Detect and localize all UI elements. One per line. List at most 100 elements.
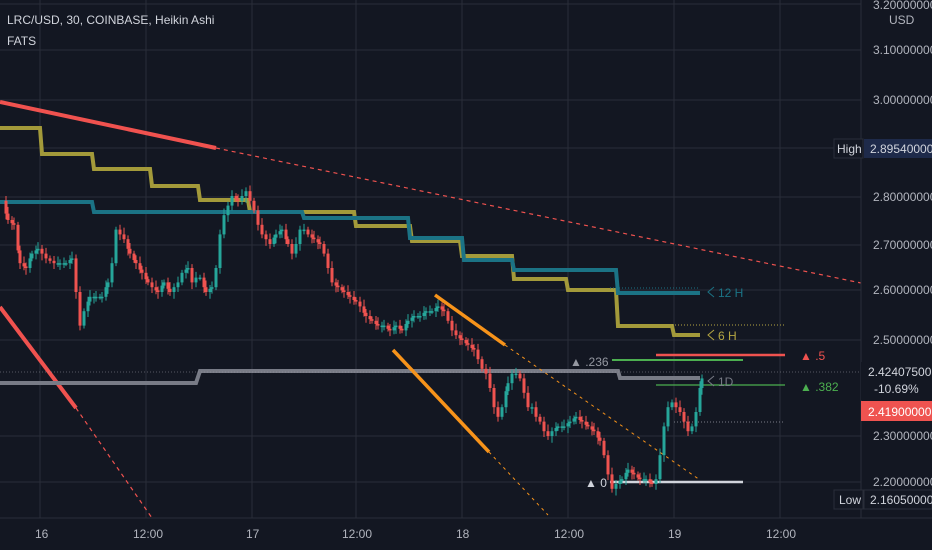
candle-body xyxy=(322,244,326,254)
candle-body xyxy=(662,426,666,456)
candle-body xyxy=(302,229,306,232)
candle-body xyxy=(670,402,674,408)
candle-body xyxy=(370,319,374,321)
candle-body xyxy=(74,258,78,292)
candle-body xyxy=(476,349,480,360)
label-6h: 6 H xyxy=(718,329,737,343)
candle-body xyxy=(618,480,622,484)
candle-body xyxy=(506,383,510,392)
candle-body xyxy=(172,287,176,292)
candle-body xyxy=(208,288,212,292)
candle-body xyxy=(214,268,218,288)
grid xyxy=(0,0,861,518)
candle-body xyxy=(336,285,340,288)
candle-body xyxy=(110,263,114,283)
candle-body xyxy=(572,418,576,422)
candle-body xyxy=(256,210,260,225)
candle-body xyxy=(492,388,496,408)
candle-body xyxy=(470,344,474,348)
candle-body xyxy=(406,320,410,324)
time-axis[interactable]: 16 12:00 17 12:00 18 12:00 19 12:00 xyxy=(0,517,932,550)
candle-body xyxy=(334,282,338,286)
teal-step-line xyxy=(0,200,700,295)
candle-body xyxy=(226,205,230,216)
time-label: 19 xyxy=(668,527,682,541)
label-12h-icon xyxy=(707,286,715,298)
candle-body xyxy=(58,263,62,265)
trend-line-upper[interactable] xyxy=(0,100,862,284)
candle-body xyxy=(424,311,428,313)
candle-body xyxy=(374,320,378,324)
candle-body xyxy=(128,248,132,254)
candle-body xyxy=(154,287,158,291)
symbol-title[interactable]: LRC/USD, 30, COINBASE, Heikin Ashi xyxy=(7,13,215,27)
candle-body xyxy=(428,311,432,313)
candle-body xyxy=(648,479,652,483)
candle-body xyxy=(602,440,606,456)
candle-body xyxy=(606,455,610,475)
last-price-badge: 2.42407500 -10.69% xyxy=(861,362,932,400)
candle-body xyxy=(430,311,434,313)
candle-body xyxy=(48,258,52,261)
trend-line-lower[interactable] xyxy=(0,305,153,519)
candle-body xyxy=(210,287,214,289)
price-label: 2.50000000 xyxy=(873,333,932,347)
candle-body xyxy=(694,412,698,427)
candle-body xyxy=(132,253,136,260)
indicator-name[interactable]: FATS xyxy=(7,34,37,48)
candle-body xyxy=(64,263,68,265)
price-label: 2.80000000 xyxy=(873,190,932,204)
chart-legend: LRC/USD, 30, COINBASE, Heikin Ashi FATS xyxy=(7,13,215,48)
candle-body xyxy=(418,316,422,318)
candle-body xyxy=(592,429,596,432)
candle-body xyxy=(6,213,10,220)
candle-body xyxy=(404,324,408,331)
candle-body xyxy=(326,253,330,268)
candle-body xyxy=(354,300,358,302)
candle-body xyxy=(466,343,470,345)
candle-body xyxy=(682,412,686,422)
candle-body xyxy=(264,234,268,240)
candle-body xyxy=(666,407,670,427)
candle-body xyxy=(122,234,126,240)
candle-body xyxy=(644,479,648,481)
high-badge: High 2.89540000 xyxy=(833,138,932,159)
candle-body xyxy=(24,266,28,268)
candle-body xyxy=(52,260,56,264)
candle-body xyxy=(176,282,180,288)
candle-body xyxy=(686,421,690,432)
candle-body xyxy=(98,296,102,299)
orange-channel[interactable] xyxy=(391,293,701,516)
candle-body xyxy=(410,317,414,321)
candle-body xyxy=(368,316,372,320)
candle-body xyxy=(330,268,334,283)
candle-body xyxy=(440,306,444,310)
price-label: 3.20000000 xyxy=(873,0,932,12)
candle-body xyxy=(484,368,488,374)
high-value: 2.89540000 xyxy=(870,142,932,156)
candles[interactable] xyxy=(4,185,704,496)
candle-body xyxy=(44,253,48,259)
candle-body xyxy=(636,474,640,478)
gray-step-line xyxy=(0,369,700,385)
candle-body xyxy=(186,268,190,270)
candle-body xyxy=(496,407,500,417)
candle-body xyxy=(364,312,368,316)
time-label: 12:00 xyxy=(342,527,372,541)
price-axis[interactable]: 3.20000000 USD 3.10000000 3.00000000 2.8… xyxy=(860,0,932,518)
label-6h-icon xyxy=(707,329,715,341)
time-label: 12:00 xyxy=(133,527,163,541)
candle-body xyxy=(260,224,264,235)
candle-body xyxy=(294,244,298,254)
candle-body xyxy=(460,338,464,340)
candle-body xyxy=(578,416,582,420)
candle-body xyxy=(362,306,366,313)
fib-levels[interactable] xyxy=(0,287,861,484)
candle-body xyxy=(382,325,386,328)
candle-body xyxy=(272,237,276,244)
candle-body xyxy=(184,269,188,273)
candle-body xyxy=(198,277,202,280)
candle-body xyxy=(36,248,40,251)
